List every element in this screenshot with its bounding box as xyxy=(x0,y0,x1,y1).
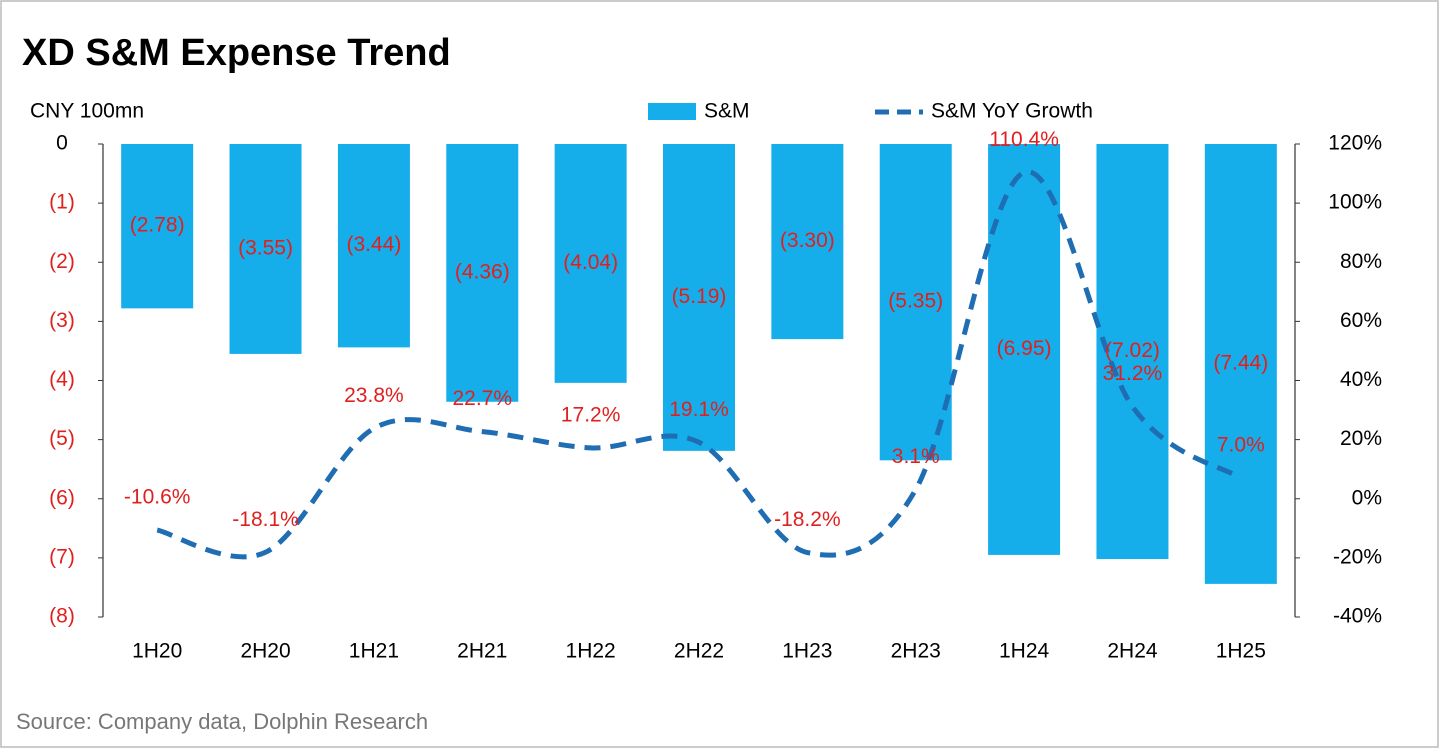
bar xyxy=(229,144,302,354)
y-tick-label: (3) xyxy=(49,309,75,332)
x-tick-label: 1H24 xyxy=(999,640,1050,663)
data-label: 3.1% xyxy=(892,445,940,468)
y-tick-label: 0 xyxy=(56,132,68,155)
x-tick-label: 1H21 xyxy=(349,640,399,663)
data-label: 23.8% xyxy=(344,384,404,407)
y2-tick-label: 20% xyxy=(1340,427,1382,450)
y-tick-label: (4) xyxy=(49,368,75,391)
x-tick-label: 1H23 xyxy=(782,640,832,663)
data-label: -10.6% xyxy=(124,486,191,509)
x-tick-label: 1H20 xyxy=(132,640,182,663)
data-label: (2.78) xyxy=(130,214,185,237)
data-label: -18.2% xyxy=(774,508,841,531)
data-label: (4.36) xyxy=(455,260,510,283)
x-tick-label: 2H22 xyxy=(674,640,724,663)
x-tick-label: 1H22 xyxy=(566,640,616,663)
x-tick-label: 1H25 xyxy=(1216,640,1266,663)
y-tick-label: (1) xyxy=(49,191,75,214)
bar xyxy=(121,144,194,309)
bar xyxy=(988,144,1061,555)
y2-tick-label: 0% xyxy=(1352,486,1382,509)
data-label: 31.2% xyxy=(1103,362,1163,385)
y-tick-label: (2) xyxy=(49,250,75,273)
data-label: (4.04) xyxy=(563,251,618,274)
y2-tick-label: -40% xyxy=(1333,605,1382,628)
data-label: (7.02) xyxy=(1105,339,1160,362)
bar xyxy=(554,144,627,383)
y-tick-label: (7) xyxy=(49,545,75,568)
y2-tick-label: 80% xyxy=(1340,250,1382,273)
y2-tick-label: 40% xyxy=(1340,368,1382,391)
data-label: -18.1% xyxy=(232,508,299,531)
legend-swatch xyxy=(648,103,696,120)
line xyxy=(156,169,1243,560)
bar xyxy=(337,144,410,348)
data-label: 19.1% xyxy=(669,398,729,421)
data-label: (7.44) xyxy=(1213,351,1268,374)
legend-label: S&M YoY Growth xyxy=(931,100,1093,123)
data-label: 7.0% xyxy=(1217,434,1265,457)
source: Source: Company data, Dolphin Research xyxy=(16,709,428,734)
y2-tick-label: 60% xyxy=(1340,309,1382,332)
y-tick-label: (8) xyxy=(49,605,75,628)
data-label: (3.44) xyxy=(346,233,401,256)
data-label: 22.7% xyxy=(452,387,512,410)
y-axis-label: CNY 100mn xyxy=(30,100,144,123)
y2-tick-label: -20% xyxy=(1333,545,1382,568)
y2-tick-label: 120% xyxy=(1328,132,1382,155)
data-label: 17.2% xyxy=(561,403,621,426)
bar xyxy=(771,144,844,340)
x-tick-label: 2H24 xyxy=(1107,640,1158,663)
data-label: (3.55) xyxy=(238,236,293,259)
y2-tick-label: 100% xyxy=(1328,191,1382,214)
y-tick-label: (6) xyxy=(49,486,75,509)
data-label: (3.30) xyxy=(780,229,835,252)
data-label: 110.4% xyxy=(989,128,1059,151)
data-label: (6.95) xyxy=(997,337,1052,360)
data-label: (5.35) xyxy=(888,290,943,313)
bar xyxy=(1204,144,1277,584)
x-tick-label: 2H20 xyxy=(240,640,290,663)
data-label: (5.19) xyxy=(672,285,727,308)
legend-label: S&M xyxy=(704,100,750,123)
bar xyxy=(446,144,519,402)
chart-title: XD S&M Expense Trend xyxy=(22,32,451,74)
bar xyxy=(879,144,952,461)
bar xyxy=(663,144,735,451)
x-tick-label: 2H21 xyxy=(457,640,507,663)
y-tick-label: (5) xyxy=(49,427,75,450)
x-tick-label: 2H23 xyxy=(891,640,941,663)
